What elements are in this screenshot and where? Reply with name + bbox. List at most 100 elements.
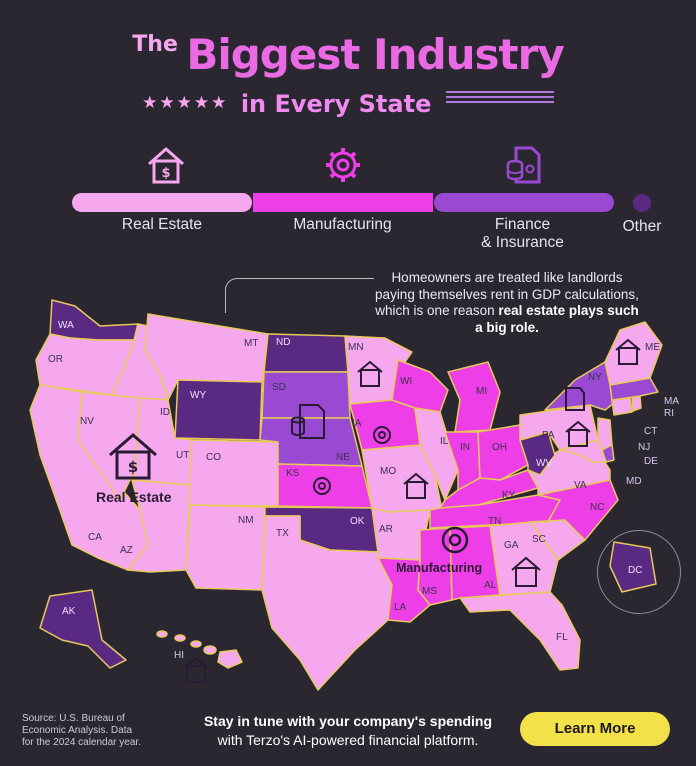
label-ks: KS — [286, 468, 300, 479]
state-az — [127, 479, 191, 573]
label-il: IL — [440, 436, 449, 447]
gear-icon — [326, 148, 360, 182]
svg-text:$: $ — [161, 166, 170, 181]
label-nv: NV — [80, 416, 94, 427]
house-dollar-icon: $ — [148, 147, 184, 184]
label-ok: OK — [350, 516, 365, 527]
document-coins-icon — [291, 387, 585, 439]
label-ct: CT — [644, 426, 657, 437]
state-md — [559, 439, 607, 463]
map-label-manufacturing: Manufacturing — [396, 561, 482, 575]
legend-label-other: Other — [622, 218, 662, 235]
label-nd: ND — [276, 337, 290, 348]
learn-more-button[interactable]: Learn More — [520, 712, 670, 746]
state-labels: WA OR CA NV ID MT WY UT CO AZ NM ND SD N… — [48, 320, 679, 661]
label-fl: FL — [556, 632, 568, 643]
label-co: CO — [206, 452, 221, 463]
legend-label-finance-line1: Finance — [494, 216, 551, 233]
label-oh: OH — [492, 442, 507, 453]
label-ar: AR — [379, 524, 393, 535]
dc-inset-circle — [597, 530, 681, 614]
title-main: Biggest Industry — [186, 30, 564, 79]
label-la: LA — [394, 602, 407, 613]
label-ia: IA — [352, 418, 362, 429]
state-hi — [156, 630, 243, 669]
legend-label-finance: Finance & Insurance — [450, 216, 595, 252]
state-ct — [611, 397, 633, 416]
gear-icon — [313, 426, 391, 495]
label-or: OR — [48, 354, 63, 365]
label-in: IN — [460, 442, 470, 453]
state-nm — [185, 504, 266, 591]
source-note: Source: U.S. Bureau of Economic Analysis… — [22, 713, 141, 748]
legend-bar-finance — [434, 193, 614, 212]
label-va: VA — [574, 480, 587, 491]
callout-bracket — [225, 278, 374, 313]
state-fl — [459, 591, 581, 671]
label-ga: GA — [504, 540, 519, 551]
label-wv: WV — [536, 458, 552, 469]
label-me: ME — [645, 342, 660, 353]
stars-decoration: ★★★★★ — [142, 93, 229, 112]
label-hi: HI — [174, 650, 184, 661]
document-coins-icon — [506, 146, 541, 184]
cta-line2: with Terzo's AI-powered financial platfo… — [217, 732, 479, 748]
title-the: The — [132, 32, 178, 57]
label-mn: MN — [348, 342, 364, 353]
label-tn: TN — [488, 516, 501, 527]
label-pa: PA — [542, 430, 555, 441]
state-ri — [631, 395, 642, 412]
subtitle: ★★★★★ in Every State — [0, 88, 696, 118]
house-dollar-icon: $ — [109, 433, 157, 480]
title: The Biggest Industry — [0, 30, 696, 79]
legend-label-finance-line2: & Insurance — [481, 234, 564, 251]
label-ri: RI — [664, 408, 674, 419]
state-co — [187, 439, 279, 507]
state-nc — [529, 479, 619, 541]
label-al: AL — [484, 580, 497, 591]
callout-bold: real estate plays such a big role. — [475, 303, 639, 335]
legend-label-real-estate: Real Estate — [121, 216, 203, 233]
svg-text:$: $ — [128, 458, 138, 476]
map-label-real-estate: Real Estate — [96, 489, 172, 505]
label-nc: NC — [590, 502, 604, 513]
house-dollar-icon — [183, 338, 641, 683]
label-sc: SC — [532, 534, 546, 545]
label-ut: UT — [176, 450, 189, 461]
label-ma: MA — [664, 396, 679, 407]
callout: Homeowners are treated like landlords pa… — [372, 270, 642, 336]
label-wi: WI — [400, 376, 412, 387]
label-mi: MI — [476, 386, 487, 397]
legend-dot-other — [633, 194, 651, 212]
state-wy — [174, 379, 263, 441]
subtitle-text: in Every State — [240, 90, 432, 118]
lines-decoration — [445, 88, 554, 106]
label-ms: MS — [422, 586, 437, 597]
label-ca: CA — [88, 532, 102, 543]
label-md: MD — [626, 476, 642, 487]
label-ne: NE — [336, 452, 350, 463]
cta-line1: Stay in tune with your company's spendin… — [203, 713, 493, 729]
label-wa: WA — [58, 320, 74, 331]
state-ak — [39, 589, 127, 669]
label-tx: TX — [276, 528, 289, 539]
label-id: ID — [160, 407, 170, 418]
state-oh — [477, 424, 529, 481]
label-sd: SD — [272, 382, 286, 393]
label-nm: NM — [238, 515, 254, 526]
callout-text: Homeowners are treated like landlords pa… — [375, 270, 639, 318]
gear-icon — [441, 526, 469, 554]
label-nj: NJ — [638, 442, 650, 453]
label-ky: KY — [502, 490, 516, 501]
state-sd — [261, 371, 351, 419]
cta-text: Stay in tune with your company's spendin… — [178, 712, 518, 750]
state-mi — [447, 361, 501, 433]
label-mo: MO — [380, 466, 396, 477]
label-ak: AK — [62, 606, 76, 617]
label-mt: MT — [244, 338, 258, 349]
label-de: DE — [644, 456, 658, 467]
state-new-england — [604, 321, 663, 386]
label-ny: NY — [588, 372, 602, 383]
label-wy: WY — [190, 390, 206, 401]
